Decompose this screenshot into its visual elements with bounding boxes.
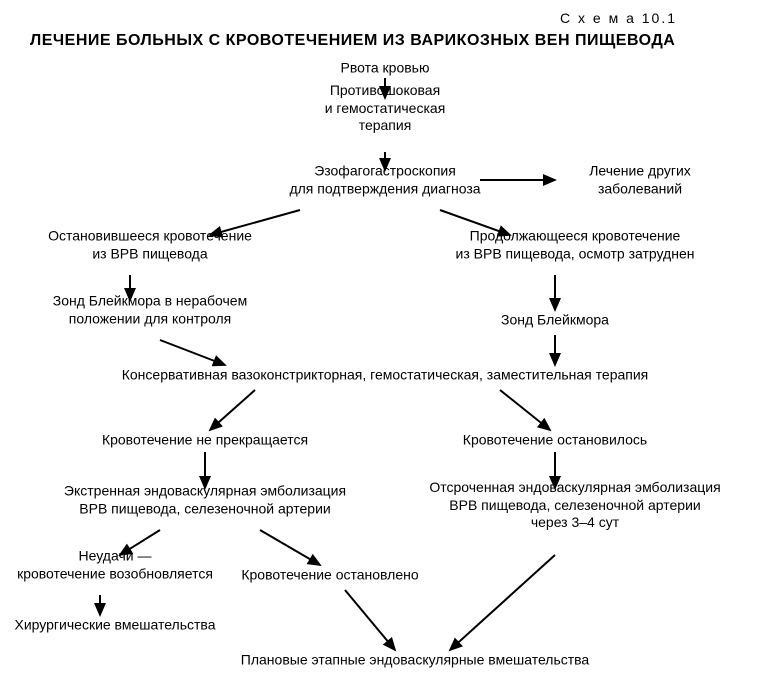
scheme-label: С х е м а 10.1 xyxy=(560,10,677,26)
node-n4: Лечение других заболеваний xyxy=(540,163,740,198)
edge-n7-n9 xyxy=(160,340,225,365)
node-n11: Кровотечение остановилось xyxy=(415,431,695,449)
edge-n13-n17 xyxy=(450,555,555,650)
node-n1: Рвота кровью xyxy=(305,59,465,77)
edge-n15-n17 xyxy=(345,590,395,650)
node-n12: Экстренная эндоваскулярная эмболизация В… xyxy=(45,483,365,518)
node-n9: Консервативная вазоконстрикторная, гемос… xyxy=(85,366,685,384)
node-n17: Плановые этапные эндоваскулярные вмешате… xyxy=(205,651,625,669)
node-n10: Кровотечение не прекращается xyxy=(65,431,345,449)
node-n2: Противошоковая и гемостатическая терапия xyxy=(285,82,485,135)
node-n7: Зонд Блейкмора в нерабочем положении для… xyxy=(20,293,280,328)
node-n15: Кровотечение остановлено xyxy=(215,566,445,584)
node-n14: Неудачи — кровотечение возобновляется xyxy=(5,548,225,583)
edge-n12-n15 xyxy=(260,530,320,565)
edge-n9-n11 xyxy=(500,390,550,430)
node-n8: Зонд Блейкмора xyxy=(465,311,645,329)
flowchart-canvas: С х е м а 10.1 ЛЕЧЕНИЕ БОЛЬНЫХ С КРОВОТЕ… xyxy=(0,0,771,683)
node-n13: Отсроченная эндоваскулярная эмболизация … xyxy=(405,479,745,532)
node-n5: Остановившееся кровотечение из ВРВ пищев… xyxy=(20,228,280,263)
node-n3: Эзофагогастроскопия для подтверждения ди… xyxy=(255,163,515,198)
node-n6: Продолжающееся кровотечение из ВРВ пищев… xyxy=(405,228,745,263)
page-title: ЛЕЧЕНИЕ БОЛЬНЫХ С КРОВОТЕЧЕНИЕМ ИЗ ВАРИК… xyxy=(30,32,675,50)
edge-n9-n10 xyxy=(210,390,255,430)
node-n16: Хирургические вмешательства xyxy=(0,616,230,634)
